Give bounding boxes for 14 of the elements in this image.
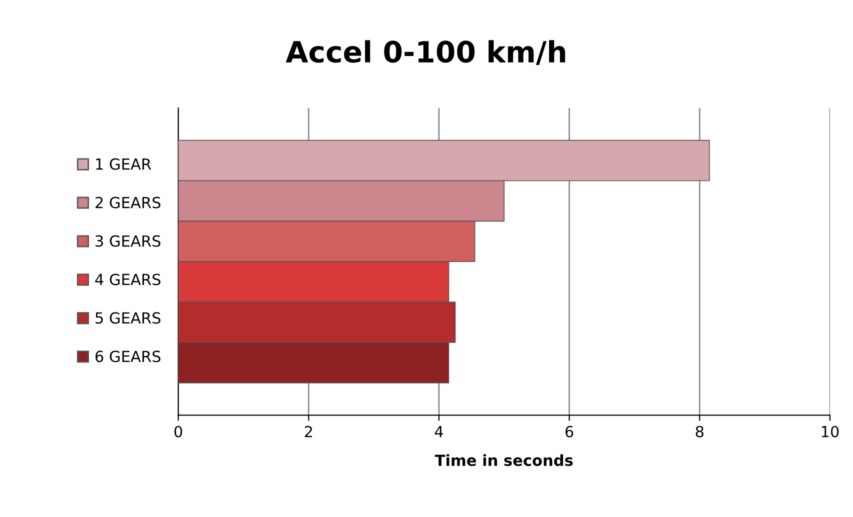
- x-tick-label: 8: [696, 426, 704, 438]
- legend-label: 2 GEARS: [96, 196, 160, 208]
- legend-label: 3 GEARS: [96, 235, 160, 247]
- chart-title: Accel 0-100 km/h: [286, 40, 566, 66]
- legend-label: 1 GEAR: [96, 158, 152, 170]
- x-tick-label: 10: [822, 426, 839, 438]
- legend-label: 4 GEARS: [95, 274, 160, 286]
- x-tick-label: 2: [304, 426, 312, 438]
- x-tick-label: 0: [174, 426, 182, 438]
- x-axis-title: Time in seconds: [434, 454, 573, 466]
- x-tick-label: 4: [434, 426, 443, 438]
- legend-label: 6 GEARS: [96, 350, 160, 362]
- x-tick-label: 6: [566, 426, 574, 438]
- legend-label: 5 GEARS: [96, 312, 160, 324]
